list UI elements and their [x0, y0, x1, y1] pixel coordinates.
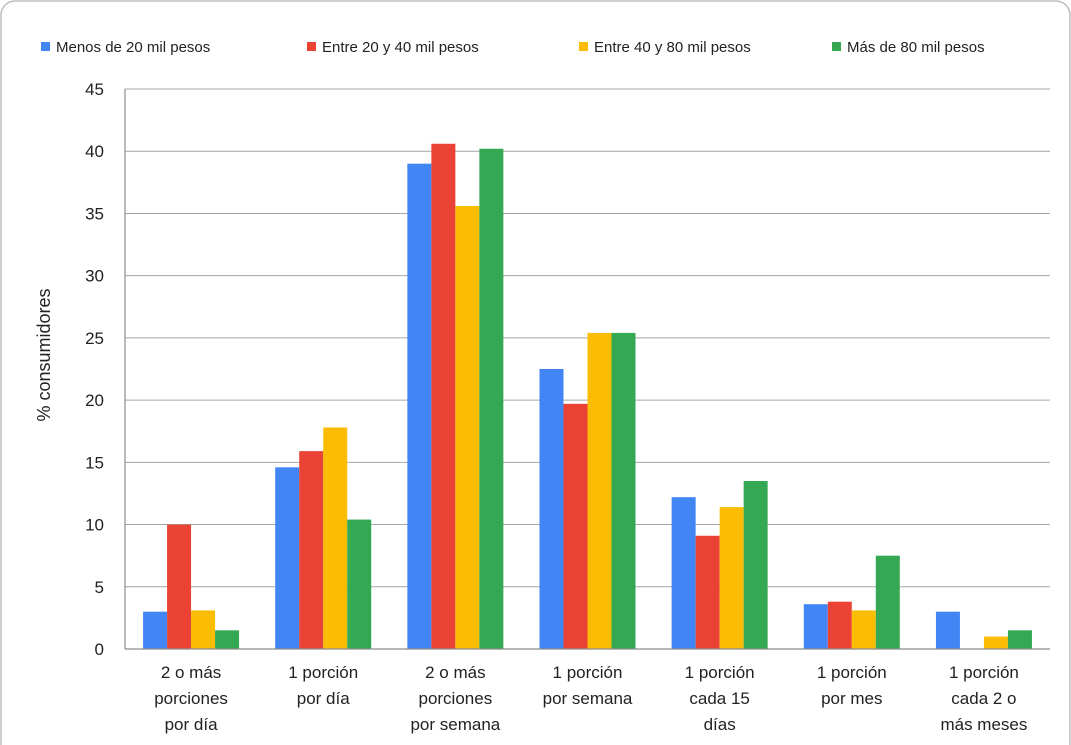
x-tick-label: 1 porción [553, 663, 623, 682]
y-tick-label: 20 [85, 391, 104, 410]
y-tick-label: 45 [85, 80, 104, 99]
x-tick-label: cada 15 [689, 689, 750, 708]
legend-swatch [41, 42, 50, 51]
legend-label: Menos de 20 mil pesos [56, 39, 210, 56]
bar [695, 535, 720, 649]
y-tick-label: 40 [85, 142, 104, 161]
legend-label: Más de 80 mil pesos [847, 39, 985, 56]
legend-swatch [832, 42, 841, 51]
bar [143, 611, 168, 649]
bar [407, 163, 432, 649]
bar [851, 610, 876, 649]
bar [347, 519, 372, 649]
bar [167, 524, 192, 649]
bar [299, 451, 324, 649]
legend-label: Entre 20 y 40 mil pesos [322, 39, 479, 56]
x-tick-label: por semana [410, 715, 500, 734]
bar [803, 604, 828, 649]
y-tick-label: 35 [85, 204, 104, 223]
x-tick-label: 1 porción [817, 663, 887, 682]
legend-label: Entre 40 y 80 mil pesos [594, 39, 751, 56]
x-tick-label: 2 o más [161, 663, 221, 682]
legend-swatch [579, 42, 588, 51]
x-tick-label: porciones [418, 689, 492, 708]
y-tick-label: 30 [85, 267, 104, 286]
y-tick-label: 15 [85, 453, 104, 472]
x-tick-label: por semana [543, 689, 633, 708]
bar [1007, 630, 1032, 649]
bar [323, 427, 348, 649]
bars [143, 143, 1032, 649]
bar [191, 610, 216, 649]
x-tick-label: 2 o más [425, 663, 485, 682]
bar [875, 555, 900, 649]
x-tick-label: porciones [154, 689, 228, 708]
y-tick-label: 0 [95, 640, 104, 659]
bar [275, 467, 300, 649]
y-tick-label: 10 [85, 516, 104, 535]
x-tick-label: 1 porción [685, 663, 755, 682]
bar [671, 497, 696, 649]
bar [479, 148, 504, 649]
legend-swatch [307, 42, 316, 51]
x-tick-label: por día [297, 689, 350, 708]
y-tick-label: 5 [95, 578, 104, 597]
x-tick-label: cada 2 o [951, 689, 1016, 708]
x-tick-label: por mes [821, 689, 882, 708]
bar [983, 636, 1008, 649]
bar [611, 332, 636, 649]
bar [935, 611, 960, 649]
axes: 0 5 10 15 20 25 30 35 40 45 2 o más porciones por dí… [85, 80, 1050, 734]
x-tick-label: 1 porción [949, 663, 1019, 682]
bar [719, 507, 744, 649]
x-tick-label: días [704, 715, 736, 734]
x-tick-label: por día [165, 715, 218, 734]
x-tick-label: 1 porción [288, 663, 358, 682]
bar [539, 369, 564, 649]
bar [215, 630, 240, 649]
y-axis-title: % consumidores [34, 288, 54, 421]
bar [587, 332, 612, 649]
bar [827, 601, 852, 649]
bar [431, 143, 456, 649]
y-tick-label: 25 [85, 329, 104, 348]
x-tick-label: más meses [940, 715, 1027, 734]
bar [743, 481, 768, 649]
bar [455, 205, 480, 649]
legend: Menos de 20 mil pesos Entre 20 y 40 mil p… [41, 39, 985, 56]
bar [563, 403, 588, 649]
